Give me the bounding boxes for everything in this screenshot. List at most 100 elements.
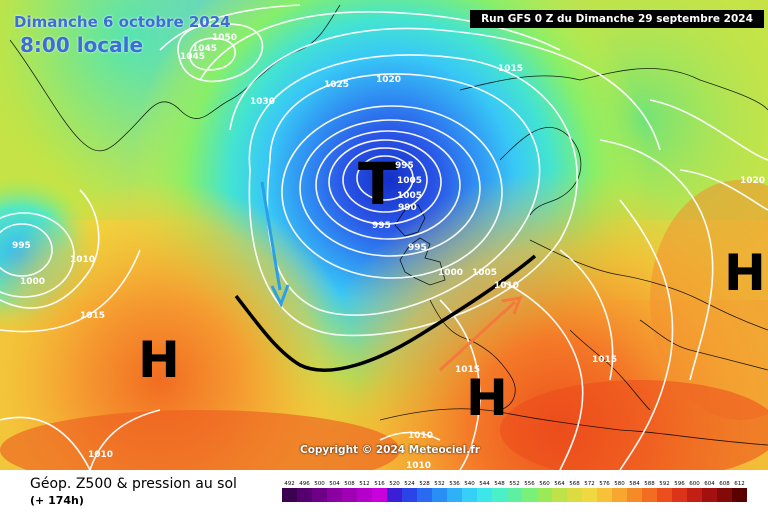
scale-swatch (672, 488, 687, 502)
isobar-label: 1010 (408, 431, 433, 441)
isobar-label: 1015 (592, 355, 617, 365)
scale-swatch (582, 488, 597, 502)
scale-label: 528 (419, 481, 430, 487)
isobar-label: 1000 (20, 277, 45, 287)
scale-swatch (702, 488, 717, 502)
scale-swatch (597, 488, 612, 502)
scale-swatch (297, 488, 312, 502)
forecast-time: 8:00 locale (20, 33, 144, 57)
scale-label: 492 (284, 481, 295, 487)
isobar-label: 995 (408, 243, 427, 253)
color-scale: 492 496 500 504 508 512 516 520 524 528 532 536 540 5… (282, 481, 747, 502)
scale-swatch (627, 488, 642, 502)
scale-label: 596 (674, 481, 685, 487)
scale-label: 516 (374, 481, 385, 487)
forecast-date: Dimanche 6 octobre 2024 (14, 13, 231, 31)
scale-swatch (687, 488, 702, 502)
scale-swatch (372, 488, 387, 502)
isobar-label: 1045 (180, 52, 205, 62)
scale-label: 600 (689, 481, 700, 487)
scale-label: 564 (554, 481, 565, 487)
isobar-label: 1010 (88, 450, 113, 460)
isobar-label: 1005 (397, 176, 422, 186)
isobar-label: 1025 (324, 80, 349, 90)
scale-label: 576 (599, 481, 610, 487)
scale-swatch (327, 488, 342, 502)
scale-swatch (537, 488, 552, 502)
isobar-label: 1005 (472, 268, 497, 278)
isobar-label: 1010 (70, 255, 95, 265)
scale-swatch (657, 488, 672, 502)
scale-label: 568 (569, 481, 580, 487)
isobar-label: 1010 (406, 461, 431, 470)
legend-subtitle: (+ 174h) (30, 494, 84, 507)
scale-label: 520 (389, 481, 400, 487)
weather-map: T H H H 1050 1045 1045 1030 1025 1020 10… (0, 0, 768, 470)
scale-label: 552 (509, 481, 520, 487)
isobar-label: 990 (398, 203, 417, 213)
scale-label: 548 (494, 481, 505, 487)
scale-label: 540 (464, 481, 475, 487)
scale-label: 612 (734, 481, 745, 487)
scale-swatch (507, 488, 522, 502)
scale-swatch (492, 488, 507, 502)
isobar-label: 995 (12, 241, 31, 251)
front-line (234, 254, 537, 372)
isobar-label: 1030 (250, 97, 275, 107)
scale-swatch (642, 488, 657, 502)
scale-label: 524 (404, 481, 415, 487)
copyright: Copyright © 2024 Meteociel.fr (300, 444, 480, 456)
scale-swatch (612, 488, 627, 502)
scale-swatch (417, 488, 432, 502)
scale-label: 496 (299, 481, 310, 487)
scale-label: 512 (359, 481, 370, 487)
scale-label: 500 (314, 481, 325, 487)
high-pressure-letter-mediterranean: H (466, 369, 508, 427)
isobar-label: 1015 (80, 311, 105, 321)
scale-swatch (522, 488, 537, 502)
isobar-label: 995 (395, 161, 414, 171)
scale-label: 560 (539, 481, 550, 487)
high-pressure-letter-east: H (724, 244, 766, 302)
scale-label: 508 (344, 481, 355, 487)
scale-swatch (732, 488, 747, 502)
isobar-label: 1015 (455, 365, 480, 375)
scale-swatch (462, 488, 477, 502)
isobar-label: 995 (372, 221, 391, 231)
scale-swatch (357, 488, 372, 502)
scale-label: 556 (524, 481, 535, 487)
scale-label: 592 (659, 481, 670, 487)
scale-label: 532 (434, 481, 445, 487)
scale-swatch (402, 488, 417, 502)
model-run-banner: Run GFS 0 Z du Dimanche 29 septembre 202… (470, 10, 764, 28)
scale-swatch (552, 488, 567, 502)
scale-label: 608 (719, 481, 730, 487)
isobar-label: 1050 (212, 33, 237, 43)
scale-swatch (387, 488, 402, 502)
isobar-label: 1020 (376, 75, 401, 85)
isobar-labels: 1050 1045 1045 1030 1025 1020 1015 995 1… (12, 33, 765, 470)
scale-label: 572 (584, 481, 595, 487)
scale-swatch (567, 488, 582, 502)
cold-air-arrow (260, 181, 290, 308)
isobar-label: 1045 (192, 44, 217, 54)
scale-label: 604 (704, 481, 715, 487)
scale-label: 536 (449, 481, 460, 487)
isobar-label: 1020 (740, 176, 765, 186)
warm-air-arrow (438, 296, 523, 372)
legend-title: Géop. Z500 & pression au sol (30, 476, 237, 492)
scale-swatch (342, 488, 357, 502)
scale-swatch (432, 488, 447, 502)
scale-label: 504 (329, 481, 340, 487)
isobars (0, 4, 768, 470)
scale-label: 588 (644, 481, 655, 487)
scale-swatch (282, 488, 297, 502)
scale-swatch (312, 488, 327, 502)
isobar-label: 1010 (494, 281, 519, 291)
low-pressure-letter: T (358, 150, 398, 218)
isobar-label: 1015 (498, 64, 523, 74)
isobar-label: 1000 (438, 268, 463, 278)
scale-swatch (477, 488, 492, 502)
scale-label: 580 (614, 481, 625, 487)
scale-swatch (447, 488, 462, 502)
